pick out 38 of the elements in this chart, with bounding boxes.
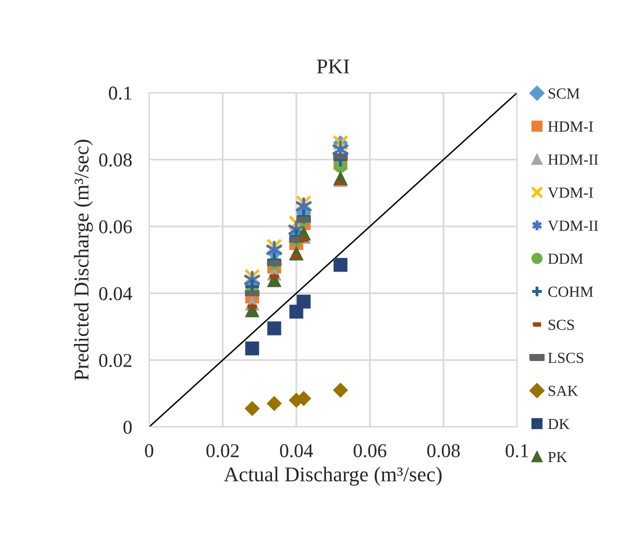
point: [332, 151, 349, 168]
y-tick-label: 0.02: [99, 354, 132, 368]
legend-label: HDM-II: [548, 154, 598, 165]
x-tick-label: 0.02: [206, 444, 239, 458]
y-tick-label: 0.06: [99, 220, 132, 234]
point: [266, 252, 283, 268]
legend-label: COHM: [548, 286, 594, 297]
x-tick-label: 0: [145, 444, 154, 458]
point: [296, 294, 311, 309]
y-tick-label: 0: [123, 420, 132, 434]
y-tick-label: 0.04: [99, 287, 132, 300]
x-axis-title: Actual Discharge (m³/sec): [224, 466, 442, 486]
legend-label: SCS: [548, 320, 574, 330]
legend-label: VDM-I: [548, 188, 593, 198]
point: [266, 238, 282, 254]
legend-label: SAK: [548, 386, 578, 396]
point: [295, 208, 312, 225]
legend-label: SCM: [548, 88, 580, 99]
y-tick-label: 0.1: [108, 86, 132, 100]
legend-label: LSCS: [548, 352, 584, 364]
x-tick-label: 0.06: [354, 444, 386, 458]
point: [245, 341, 260, 356]
y-tick-label: 0.08: [99, 153, 132, 167]
point: [267, 321, 282, 336]
legend-label: DDM: [548, 254, 583, 264]
point: [332, 382, 348, 398]
x-tick-label: 0.1: [506, 444, 528, 458]
legend-label: HDM-I: [548, 122, 593, 132]
point: [266, 396, 282, 412]
legend-label: VDM-II: [548, 220, 598, 231]
chart-title: PKI: [316, 60, 350, 74]
x-tick-label: 0.08: [427, 444, 460, 458]
y-axis-title: Predicted Discharge (m³/sec): [74, 140, 93, 380]
x-tick-label: 0.04: [280, 444, 314, 458]
point: [244, 400, 260, 416]
legend-label: PK: [548, 452, 568, 462]
legend-label: DK: [548, 418, 570, 430]
point: [334, 258, 348, 272]
